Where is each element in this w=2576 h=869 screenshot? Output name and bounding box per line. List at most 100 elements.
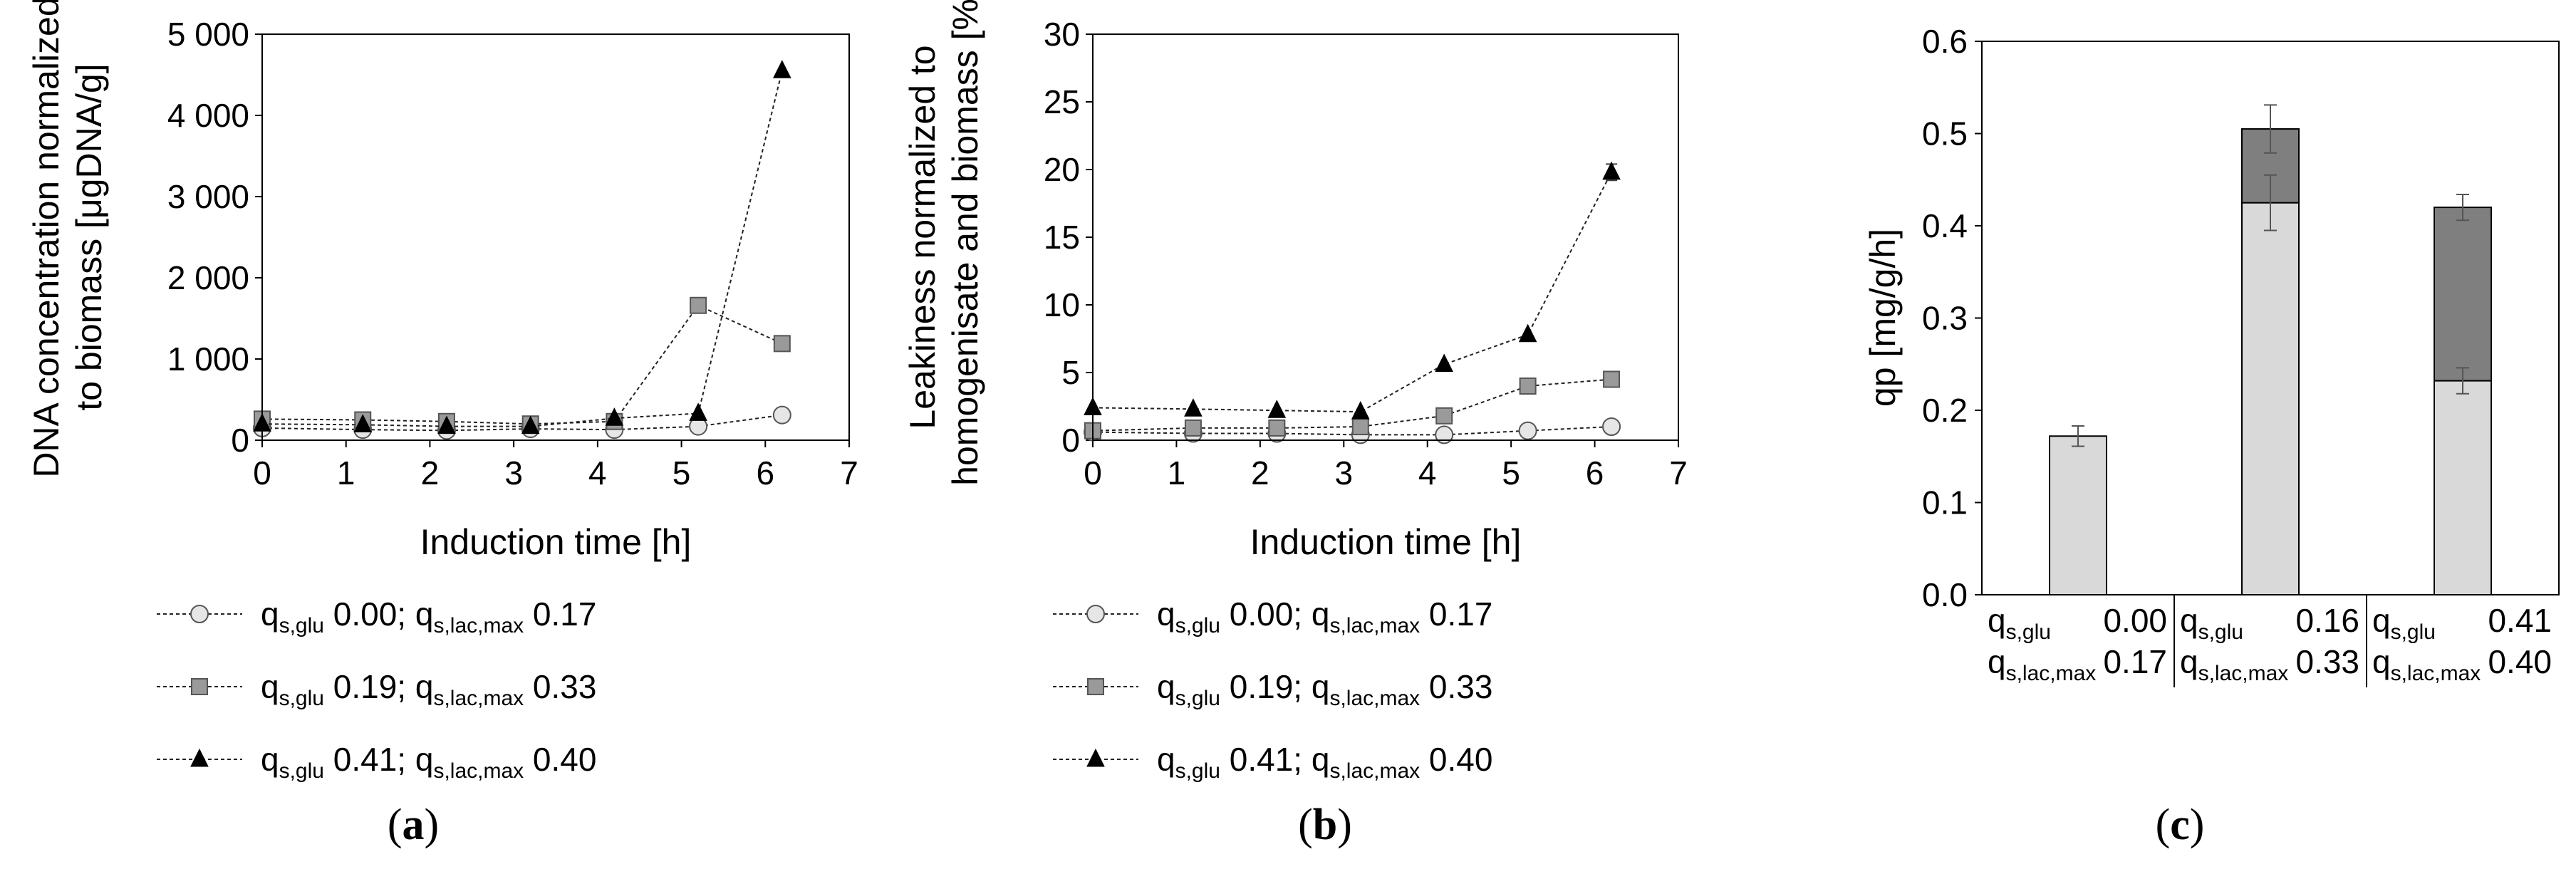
- panel-a-plot-frame: [261, 33, 850, 441]
- panel-a-series-3-line: [261, 71, 783, 427]
- panel-a-series-2-line: [261, 304, 783, 425]
- panel-c-category-name: qs,glu: [1988, 602, 2051, 644]
- panel-b-series-2-point: [1184, 419, 1202, 437]
- panel-a-legend-marker: [191, 678, 208, 695]
- panel-a-legend-marker: [190, 748, 209, 767]
- panel-a-series-3-point: [605, 407, 624, 426]
- panel-b-series-3-point: [1267, 400, 1287, 418]
- panel-a-series-3-point: [689, 402, 707, 421]
- panel-a-legend: qs,glu 0.00; qs,lac,max 0.17 qs,glu 0.19;…: [157, 595, 596, 783]
- panel-a-x-tick-label: 2: [421, 454, 440, 491]
- panel-a-y-tick-label: 4 000: [167, 97, 249, 134]
- panel-b-series-3-point: [1518, 323, 1537, 343]
- panel-b-caption: (b): [1298, 801, 1352, 849]
- panel-b-series-3-point: [1435, 353, 1454, 373]
- panel-c-category-value: 0.40: [2488, 643, 2552, 680]
- panel-b-x-label: Induction time [h]: [1250, 522, 1522, 562]
- panel-a-y-tick-label: 3 000: [167, 178, 249, 215]
- panel-a-series-3-point: [521, 415, 540, 434]
- panel-c-y-tick-label: 0.6: [1922, 23, 1968, 60]
- panel-c-y-tick-label: 0.2: [1922, 392, 1968, 429]
- panel-b-legend-label: qs,glu 0.19; qs,lac,max 0.33: [1157, 668, 1492, 710]
- panel-b-legend: qs,glu 0.00; qs,lac,max 0.17 qs,glu 0.19;…: [1053, 595, 1492, 783]
- panel-b-x-tick-label: 5: [1502, 454, 1520, 491]
- panel-c-stacked-bar-chart: 0.0 0.1 0.2 0.3 0.4 0.5 0.6 qp [mg/g/h] qs,glu…: [1863, 23, 2560, 849]
- panel-b-y-label-line1: Leakiness normalized to: [903, 45, 942, 429]
- panel-a-series-2-point: [690, 296, 707, 314]
- panel-b-series-2-point: [1351, 418, 1369, 435]
- panel-b-x-tick-label: 7: [1669, 454, 1688, 491]
- panel-a-x-tick-label: 4: [588, 454, 607, 491]
- panel-a-caption: (a): [388, 801, 439, 849]
- panel-a-series-1-point: [772, 405, 791, 425]
- panel-c-plot-frame: [1981, 41, 2560, 595]
- panel-c-bar-upper-3: [2434, 207, 2492, 382]
- panel-b-y-tick-label: 5: [1061, 354, 1080, 391]
- panel-c-category-name: qs,lac,max: [1988, 643, 2096, 685]
- panel-a-y-label-line1: DNA concentration normalized: [26, 0, 66, 478]
- panel-a-legend-label: qs,glu 0.41; qs,lac,max 0.40: [261, 741, 596, 783]
- panel-a-y-label-line2: to biomass [μgDNA/g]: [69, 63, 109, 410]
- panel-b-x-tick-label: 2: [1251, 454, 1269, 491]
- panel-b-series-1-point: [1518, 421, 1537, 440]
- panel-c-y-tick-label: 0.5: [1922, 115, 1968, 152]
- panel-b-x-tick-label: 6: [1586, 454, 1604, 491]
- panel-b-line-chart: 0 5 10 15 20 25 30 0 1 2 3 4 5 6 7 Leakiness normaliz…: [903, 0, 1688, 849]
- panel-c-category-name: qs,lac,max: [2180, 643, 2288, 685]
- panel-b-series-2-point: [1435, 407, 1453, 425]
- panel-c-y-tick-label: 0.4: [1922, 207, 1968, 244]
- panel-b-legend-marker: [1087, 678, 1104, 695]
- panel-c-caption: (c): [2156, 801, 2205, 849]
- panel-c-category-value: 0.17: [2103, 643, 2167, 680]
- panel-a-x-tick-label: 3: [504, 454, 523, 491]
- panel-c-category-name: qs,glu: [2180, 602, 2243, 644]
- panel-c-bar-lower-3: [2434, 380, 2492, 595]
- panel-b-y-tick-label: 15: [1044, 219, 1080, 256]
- panel-b-series-1-point: [1435, 425, 1454, 444]
- panel-b-series-3-point: [1184, 398, 1203, 417]
- panel-a-y-tick-label: 2 000: [167, 259, 249, 296]
- panel-c-category-value: 0.41: [2488, 602, 2552, 639]
- panel-c-y-tick-label: 0.0: [1922, 576, 1968, 613]
- panel-c-category-value: 0.00: [2103, 602, 2167, 639]
- panel-b-series-1-point: [1602, 417, 1621, 436]
- panel-c-y-tick-label: 0.1: [1922, 484, 1968, 521]
- panel-a-x-tick-label: 7: [840, 454, 858, 491]
- panel-a-legend-label: qs,glu 0.00; qs,lac,max 0.17: [261, 595, 596, 638]
- panel-b-legend-marker: [1086, 605, 1105, 623]
- panel-b-series-3-point: [1602, 161, 1621, 180]
- panel-b-y-tick-label: 25: [1044, 83, 1080, 120]
- panel-c-category-name: qs,glu: [2372, 602, 2436, 644]
- panel-a-y-tick-label: 1 000: [167, 340, 249, 378]
- panel-b-legend-label: qs,glu 0.00; qs,lac,max 0.17: [1157, 595, 1492, 638]
- panel-c-bar-lower-2: [2241, 202, 2300, 595]
- panel-b-x-tick-label: 1: [1168, 454, 1186, 491]
- panel-b-x-tick-label: 3: [1334, 454, 1353, 491]
- panel-b-y-tick-label: 0: [1061, 422, 1080, 459]
- panel-a-y-tick-label: 5 000: [167, 16, 249, 53]
- panel-a-x-tick-label: 1: [337, 454, 355, 491]
- panel-a-series-3-point: [437, 415, 456, 434]
- panel-a-line-chart: 0 1 000 2 000 3 000 4 000 5 000 0 1 2 3 4 5 6 7 DNA …: [26, 0, 858, 849]
- panel-b-x-tick-label: 4: [1418, 454, 1437, 491]
- panel-b-y-tick-label: 10: [1044, 286, 1080, 323]
- panel-a-series-3-point: [773, 60, 791, 78]
- panel-a-legend-marker: [190, 605, 209, 623]
- panel-a-x-tick-label: 6: [756, 454, 774, 491]
- panel-b-series-3-point: [1351, 400, 1370, 420]
- panel-c-category-name: qs,lac,max: [2372, 643, 2481, 685]
- panel-a-x-tick-label: 0: [253, 454, 271, 491]
- panel-b-series-2-point: [1603, 370, 1621, 388]
- panel-c-y-label: qp [mg/g/h]: [1863, 229, 1903, 407]
- panel-a-x-label: Induction time [h]: [420, 522, 692, 562]
- panel-b-y-tick-label: 30: [1044, 16, 1080, 53]
- panel-c-category-value: 0.33: [2295, 643, 2359, 680]
- panel-c-bar-lower-1: [2049, 435, 2107, 596]
- panel-b-series-2-point: [1519, 378, 1537, 395]
- panel-c-y-tick-label: 0.3: [1922, 300, 1968, 337]
- panel-b-legend-label: qs,glu 0.41; qs,lac,max 0.40: [1157, 741, 1492, 783]
- panel-c-category-value: 0.16: [2295, 602, 2359, 639]
- panel-b-y-tick-label: 20: [1044, 151, 1080, 188]
